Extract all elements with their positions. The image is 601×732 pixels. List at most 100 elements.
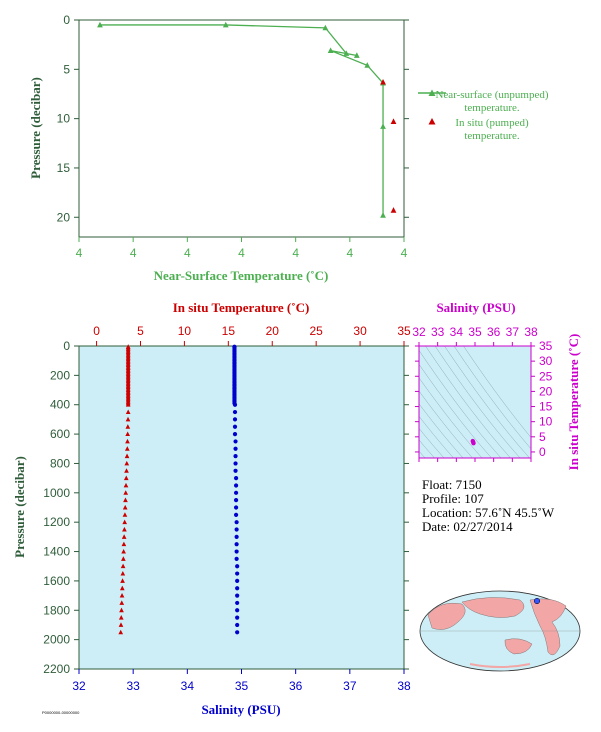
data-point: [232, 402, 238, 407]
data-point: [119, 592, 125, 598]
near-surface-temperature-chart: 0 5 10 15 20 4 4 4 4 4 4 4 Near-Surface Temperature…: [28, 13, 549, 283]
data-point: [234, 556, 239, 561]
axis-ticks: 0 5 10 15 20 4 4 4 4 4 4 4: [57, 13, 409, 260]
data-point: [380, 78, 386, 85]
data-point: [121, 548, 126, 554]
top-tick-label: 35: [468, 325, 482, 339]
data-point: [122, 526, 127, 532]
data-point: [125, 416, 131, 422]
landmass-australia: [504, 638, 533, 655]
bottom-tick-label: 33: [126, 679, 140, 693]
x-tick-label: 4: [76, 246, 83, 260]
y-tick-label: 0: [63, 13, 70, 27]
top-axis-label: In situ Temperature (˚C): [173, 300, 310, 315]
world-map: [419, 590, 581, 672]
top-tick-label: 5: [137, 324, 144, 338]
data-point: [235, 600, 240, 606]
density-contour: [419, 390, 473, 458]
data-point: [222, 21, 229, 28]
top-tick-label: 38: [524, 325, 538, 339]
data-point: [233, 498, 239, 503]
data-series: [97, 21, 397, 218]
data-point: [124, 446, 130, 451]
y-tick-label: 800: [50, 456, 70, 470]
data-point: [380, 212, 386, 218]
right-tick-label: 0: [539, 445, 546, 459]
density-contour: [453, 346, 531, 450]
data-point: [119, 585, 125, 591]
data-point: [118, 629, 124, 635]
data-point: [322, 24, 329, 31]
data-point: [233, 461, 238, 466]
data-point: [234, 527, 239, 532]
legend-label-pumped: In situ (pumped) temperature.: [455, 117, 529, 142]
data-point: [234, 534, 239, 539]
data-point: [390, 118, 397, 124]
top-tick-label: 35: [397, 324, 411, 338]
data-point: [233, 483, 239, 488]
right-tick-label: 15: [539, 400, 553, 414]
float-id: Float: 7150: [422, 477, 482, 492]
y-axis-label: Pressure (decibar): [12, 456, 27, 558]
data-series: [470, 438, 476, 446]
y-tick-label: 20: [57, 210, 71, 224]
plot-background: [79, 346, 404, 669]
top-tick-label: 15: [222, 324, 236, 338]
top-tick-label: 10: [178, 324, 192, 338]
data-point: [380, 123, 386, 129]
right-tick-label: 25: [539, 369, 553, 383]
density-contour: [444, 346, 530, 458]
bottom-axis-label: Salinity (PSU): [201, 702, 280, 717]
density-contour: [419, 403, 464, 458]
x-tick-label: 4: [401, 246, 408, 260]
y-tick-label: 0: [63, 339, 70, 353]
x-tick-label: 4: [346, 246, 353, 260]
data-point: [343, 50, 350, 56]
data-point: [353, 52, 360, 58]
data-point: [123, 482, 129, 488]
data-point: [123, 475, 129, 481]
y-tick-label: 1600: [43, 574, 70, 588]
data-series: [118, 344, 240, 635]
data-point: [233, 468, 238, 473]
location: Location: 57.6˚N 45.5˚W: [422, 505, 555, 520]
data-point: [125, 409, 131, 415]
right-tick-label: 20: [539, 384, 553, 398]
x-tick-label: 4: [238, 246, 245, 260]
data-point: [120, 563, 126, 569]
data-point: [125, 424, 131, 429]
data-point: [233, 505, 239, 510]
date: Date: 02/27/2014: [422, 519, 513, 534]
data-point: [119, 600, 125, 605]
profile-number: Profile: 107: [422, 491, 484, 506]
top-tick-label: 33: [431, 325, 445, 339]
data-point: [120, 578, 125, 583]
data-point: [234, 549, 239, 554]
data-point: [119, 607, 124, 613]
y-tick-label: 15: [57, 161, 71, 175]
data-point: [125, 431, 131, 437]
top-tick-label: 20: [266, 324, 280, 338]
data-point: [233, 439, 238, 444]
legend-triangle-swatch: [428, 118, 436, 125]
data-point: [97, 21, 103, 28]
data-point: [233, 490, 239, 495]
data-point: [124, 460, 130, 466]
profile-chart: 0200400600800100012001400160018002000220…: [12, 300, 411, 717]
density-contour: [419, 439, 435, 458]
data-point: [122, 519, 128, 525]
density-contour: [419, 427, 445, 458]
data-point: [390, 207, 397, 213]
data-point: [123, 497, 128, 503]
top-tick-label: 34: [450, 325, 464, 339]
legend: Near-surface (unpumped) temperature. In s…: [418, 89, 549, 142]
y-tick-label: 400: [50, 398, 70, 412]
x-tick-label: 4: [130, 246, 137, 260]
y-tick-label: 200: [50, 368, 70, 382]
y-tick-label: 1000: [43, 486, 70, 500]
density-contour: [425, 346, 511, 458]
bottom-tick-label: 32: [72, 679, 86, 693]
y-tick-label: 600: [50, 427, 70, 441]
